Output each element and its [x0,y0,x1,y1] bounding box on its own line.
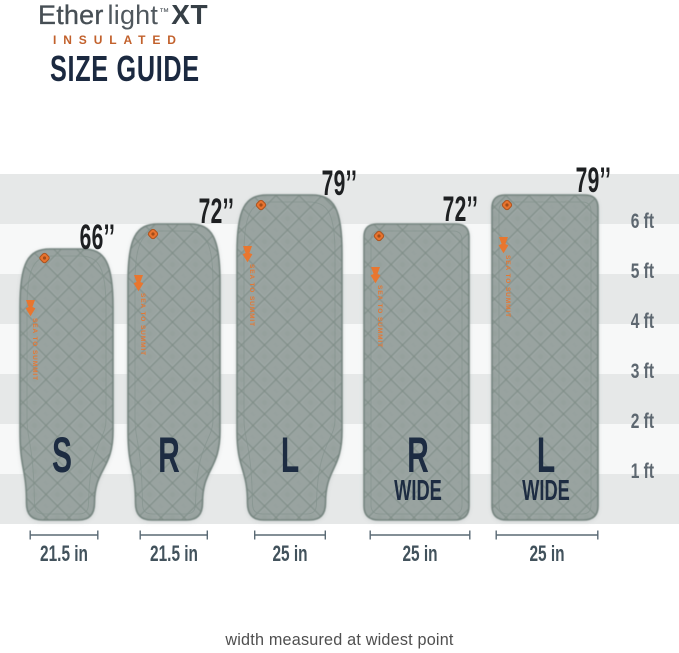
svg-text:SEA TO SUMMIT: SEA TO SUMMIT [31,318,38,381]
svg-text:SEA TO SUMMIT: SEA TO SUMMIT [504,255,511,318]
svg-text:SEA TO SUMMIT: SEA TO SUMMIT [248,264,255,327]
svg-text:SEA TO SUMMIT: SEA TO SUMMIT [376,285,383,348]
svg-text:SEA TO SUMMIT: SEA TO SUMMIT [139,293,146,356]
